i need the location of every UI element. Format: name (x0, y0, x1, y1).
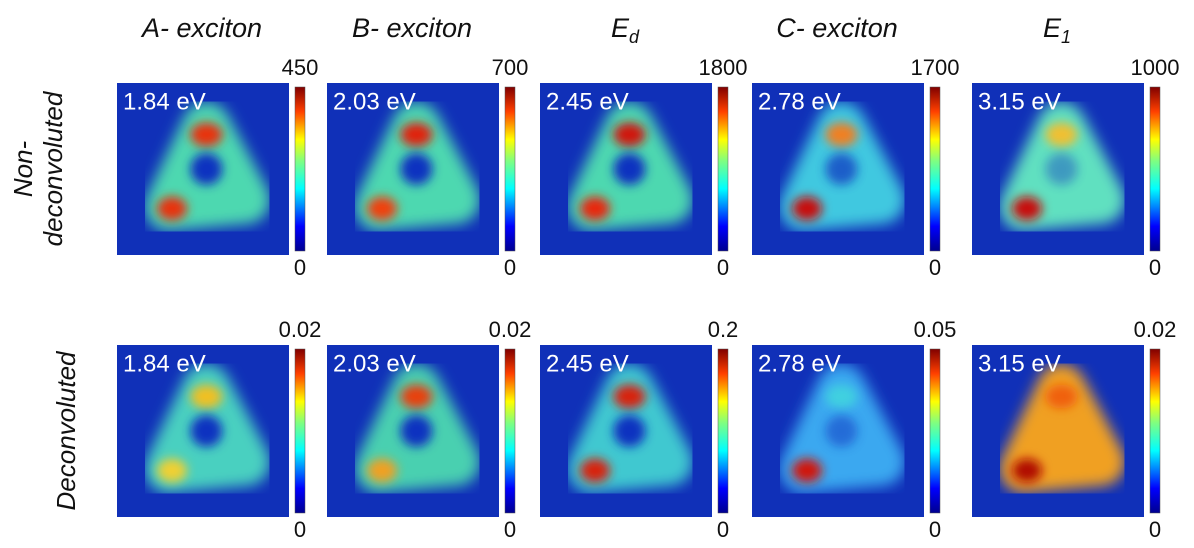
map-panel: 3.15 eV 1000 0 (972, 55, 1179, 280)
hot-spot (367, 196, 398, 221)
header-text: E (611, 13, 630, 43)
colorbar (504, 86, 516, 252)
hole (613, 153, 646, 185)
energy-label: 3.15 eV (978, 350, 1061, 377)
colorbar-max: 1700 (911, 55, 960, 80)
colorbar-max: 700 (492, 55, 529, 80)
map-panel: 2.03 eV 700 0 (327, 55, 528, 280)
hot-spot (157, 196, 188, 221)
energy-label: 2.45 eV (546, 88, 629, 115)
colorbar-min: 0 (929, 255, 941, 280)
map-panel: 2.03 eV 0.02 0 (327, 317, 531, 542)
colorbar (929, 348, 941, 514)
hole (400, 415, 433, 447)
colorbar-max: 0.05 (914, 317, 957, 342)
map-panel: 2.45 eV 1800 0 (540, 55, 747, 280)
row-label: deconvoluted (38, 90, 68, 246)
colorbar-min: 0 (929, 517, 941, 542)
hot-spot (400, 384, 433, 409)
hot-spot (1045, 384, 1078, 409)
hole (190, 415, 223, 447)
header-text: C- exciton (776, 13, 898, 43)
colorbar-max: 1800 (699, 55, 748, 80)
hot-spot (792, 458, 823, 483)
energy-label: 2.78 eV (758, 88, 841, 115)
colorbar (1149, 86, 1161, 252)
map-panel: 3.15 eV 0.02 0 (972, 317, 1176, 542)
hot-spot (580, 196, 611, 221)
energy-label: 3.15 eV (978, 88, 1061, 115)
hole (190, 153, 223, 185)
colorbar-max: 0.02 (489, 317, 532, 342)
column-header: Ed (611, 13, 640, 47)
colorbar-min: 0 (1149, 517, 1161, 542)
energy-label: 2.03 eV (333, 350, 416, 377)
column-header: B- exciton (352, 13, 472, 43)
header-subscript: d (629, 27, 640, 47)
colorbar (717, 348, 729, 514)
row-label: Non- (8, 140, 38, 197)
colorbar (294, 86, 306, 252)
colorbar-max: 450 (282, 55, 319, 80)
energy-label: 1.84 eV (123, 88, 206, 115)
column-header: A- exciton (140, 13, 262, 43)
energy-label: 1.84 eV (123, 350, 206, 377)
hot-spot (825, 122, 858, 147)
hot-spot (580, 458, 611, 483)
energy-label: 2.45 eV (546, 350, 629, 377)
colorbar-min: 0 (294, 255, 306, 280)
energy-label: 2.03 eV (333, 88, 416, 115)
colorbar-min: 0 (504, 255, 516, 280)
colorbar-min: 0 (294, 517, 306, 542)
colorbar (294, 348, 306, 514)
hole (613, 415, 646, 447)
colorbar-min: 0 (717, 517, 729, 542)
hot-spot (367, 458, 398, 483)
map-panel: 1.84 eV 0.02 0 (117, 317, 321, 542)
map-panel: 2.78 eV 0.05 0 (752, 317, 956, 542)
colorbar (717, 86, 729, 252)
colorbar (1149, 348, 1161, 514)
map-panel: 1.84 eV 450 0 (117, 55, 318, 280)
column-header: E1 (1043, 13, 1071, 47)
header-text: A- exciton (140, 13, 262, 43)
hole (400, 153, 433, 185)
hole (825, 415, 858, 447)
hot-spot (825, 384, 858, 409)
hole (825, 153, 858, 185)
colorbar-max: 0.02 (1134, 317, 1177, 342)
map-panel: 2.78 eV 1700 0 (752, 55, 959, 280)
hot-spot (190, 122, 223, 147)
hole (1045, 153, 1078, 185)
row-label: Deconvoluted (51, 350, 81, 511)
hot-spot (1045, 122, 1078, 147)
hot-spot (1012, 196, 1043, 221)
header-text: B- exciton (352, 13, 472, 43)
column-header: C- exciton (776, 13, 898, 43)
hot-spot (157, 458, 188, 483)
energy-label: 2.78 eV (758, 350, 841, 377)
colorbar-max: 0.2 (708, 317, 739, 342)
header-subscript: 1 (1061, 27, 1071, 47)
colorbar (504, 348, 516, 514)
colorbar-max: 1000 (1131, 55, 1180, 80)
colorbar-min: 0 (1149, 255, 1161, 280)
hot-spot (400, 122, 433, 147)
hot-spot (792, 196, 823, 221)
colorbar-min: 0 (504, 517, 516, 542)
map-panel: 2.45 eV 0.2 0 (540, 317, 738, 542)
hot-spot (190, 384, 223, 409)
header-text: E (1043, 13, 1062, 43)
hot-spot (1012, 458, 1043, 483)
colorbar-max: 0.02 (279, 317, 322, 342)
hot-spot (613, 384, 646, 409)
map-blob (999, 364, 1125, 493)
hot-spot (613, 122, 646, 147)
colorbar-min: 0 (717, 255, 729, 280)
colorbar (929, 86, 941, 252)
